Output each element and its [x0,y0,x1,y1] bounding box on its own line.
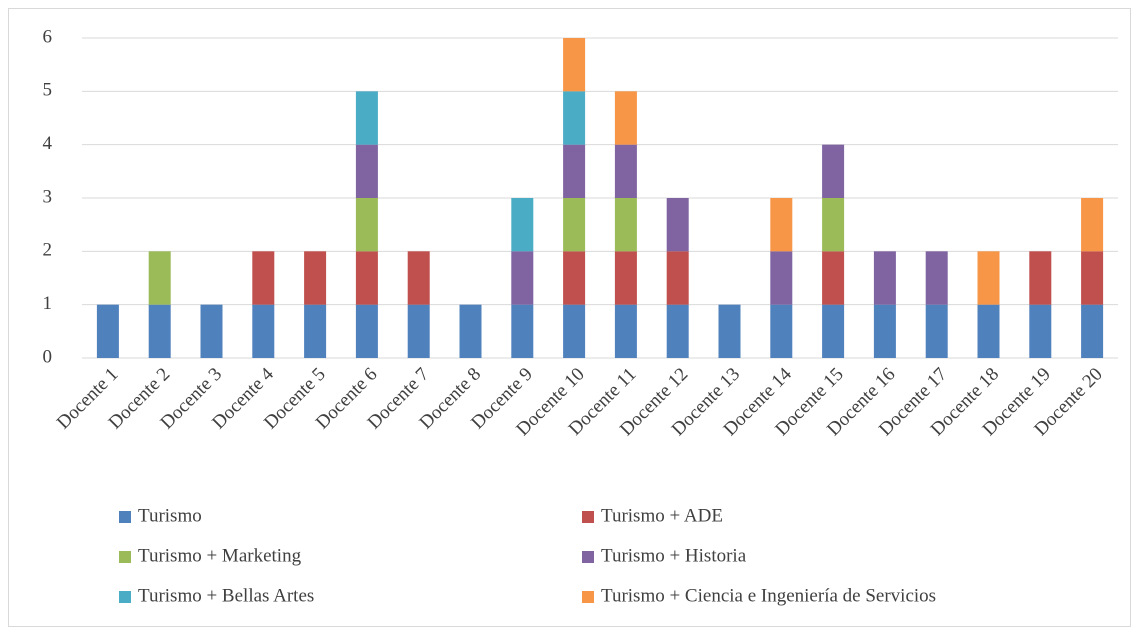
bar-segment [1081,198,1104,252]
legend-label: Turismo [138,505,202,526]
legend-label: Turismo + ADE [601,505,723,526]
bar-segment [563,144,586,198]
bar-segment [252,304,275,358]
bar-segment [252,251,275,305]
bar-segment [614,91,637,145]
bar-segment [511,198,534,252]
y-tick-label: 6 [43,26,53,47]
bar-segment [873,251,896,305]
bar-segment [304,304,327,358]
y-tick-label: 4 [43,133,53,154]
bar-segment [718,304,741,358]
bar-segment [511,251,534,305]
bar-segment [407,304,430,358]
bar-segment [355,198,378,252]
bar-segment [148,304,171,358]
bar-segment [148,251,171,305]
bar-segment [770,198,793,252]
legend-swatch [119,551,131,563]
bar-segment [770,304,793,358]
bar-segment [563,251,586,305]
y-tick-label: 5 [43,80,53,101]
bar-segment [666,304,689,358]
legend-label: Turismo + Ciencia e Ingeniería de Servic… [601,585,936,606]
bar-segment [563,304,586,358]
bar-segment [614,198,637,252]
bar-segment [355,144,378,198]
bar-segment [96,304,119,358]
bar-segment [822,198,845,252]
bar-segment [1029,251,1052,305]
bar-segment [355,91,378,145]
bar-segment [511,304,534,358]
legend-label: Turismo + Historia [601,545,747,566]
bar-segment [925,304,948,358]
legend-swatch [119,511,131,523]
bar-segment [977,251,1000,305]
legend-swatch [582,511,594,523]
bar-segment [304,251,327,305]
bar-segment [1081,304,1104,358]
legend-label: Turismo + Bellas Artes [138,585,314,606]
bar-segment [563,91,586,145]
bar-segment [563,38,586,92]
legend-swatch [582,551,594,563]
bar-segment [355,251,378,305]
bar-segment [355,304,378,358]
bar-segment [925,251,948,305]
bar-segment [666,198,689,252]
bar-segment [822,144,845,198]
bar-segment [770,251,793,305]
legend-label: Turismo + Marketing [138,545,302,566]
bar-segment [614,144,637,198]
bar-segment [977,304,1000,358]
bar-segment [1081,251,1104,305]
y-tick-label: 1 [43,293,53,314]
y-tick-label: 0 [43,346,53,367]
bar-segment [1029,304,1052,358]
y-tick-label: 3 [43,186,53,207]
bar-segment [873,304,896,358]
bar-segment [614,251,637,305]
bar-segment [822,304,845,358]
bar-segment [563,198,586,252]
bar-segment [407,251,430,305]
bar-segment [200,304,223,358]
legend-swatch [582,591,594,603]
bar-segment [666,251,689,305]
y-tick-label: 2 [43,240,53,261]
bar-segment [614,304,637,358]
bar-segment [822,251,845,305]
legend-swatch [119,591,131,603]
bar-segment [459,304,482,358]
